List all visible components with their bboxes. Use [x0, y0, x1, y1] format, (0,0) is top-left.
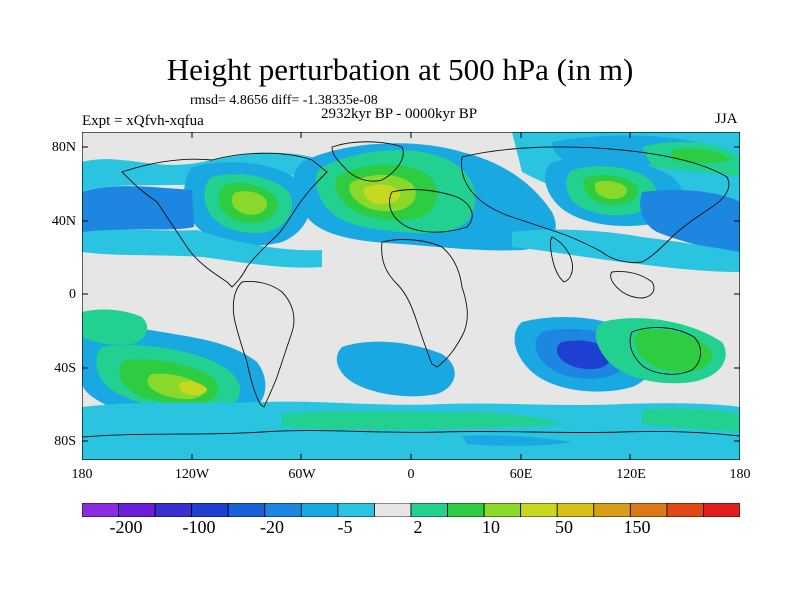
colorbar-box — [227, 503, 266, 517]
lon-tick-label: 120W — [174, 467, 210, 482]
colorbar-box — [154, 503, 193, 517]
colorbar-box — [666, 503, 704, 517]
colorbar-boxes — [82, 503, 740, 517]
lat-tick-label: 80S — [54, 434, 76, 449]
colorbar — [82, 503, 740, 517]
colorbar-label: 10 — [482, 517, 500, 537]
colorbar-box — [520, 503, 558, 517]
stats-text: rmsd= 4.8656 diff= -1.38335e-08 — [190, 93, 378, 108]
colorbar-box — [118, 503, 156, 517]
colorbar-box — [264, 503, 302, 517]
lat-tick-label: 40N — [51, 214, 76, 229]
period-text: 2932kyr BP - 0000kyr BP — [321, 106, 478, 122]
lon-tick-label: 180 — [729, 467, 751, 482]
lat-tick-label: 80N — [51, 140, 76, 155]
colorbar-label: 2 — [413, 517, 423, 537]
lon-tick-label: 60W — [288, 467, 316, 482]
contour-fill-layer — [82, 132, 740, 460]
colorbar-box — [82, 503, 119, 517]
colorbar-box — [629, 503, 668, 517]
colorbar-box — [593, 503, 631, 517]
lat-tick-label: 0 — [69, 287, 76, 302]
colorbar-box — [337, 503, 375, 517]
colorbar-box — [191, 503, 229, 517]
colorbar-label: -100 — [182, 517, 216, 537]
colorbar-box — [556, 503, 595, 517]
lon-tick-label: 0 — [407, 467, 415, 482]
colorbar-label: -200 — [109, 517, 143, 537]
colorbar-label: 50 — [555, 517, 573, 537]
lon-tick-label: 120E — [616, 467, 646, 482]
colorbar-box — [410, 503, 448, 517]
colorbar-label: -20 — [260, 517, 284, 537]
coastline-layer — [82, 141, 740, 438]
axis-ticks — [82, 132, 740, 460]
colorbar-box — [703, 503, 740, 517]
colorbar-box — [483, 503, 522, 517]
lon-tick-label: 180 — [71, 467, 93, 482]
colorbar-box — [300, 503, 339, 517]
lon-tick-label: 60E — [509, 467, 533, 482]
experiment-label: Expt = xQfvh-xqfua — [82, 113, 204, 129]
colorbar-label: 150 — [623, 517, 651, 537]
colorbar-box — [447, 503, 485, 517]
height-perturbation-map — [82, 132, 740, 460]
colorbar-box — [374, 503, 412, 517]
lat-tick-label: 40S — [54, 361, 76, 376]
colorbar-label: -5 — [337, 517, 353, 537]
map-title: Height perturbation at 500 hPa (in m) — [166, 52, 634, 87]
season-label: JJA — [715, 111, 738, 127]
